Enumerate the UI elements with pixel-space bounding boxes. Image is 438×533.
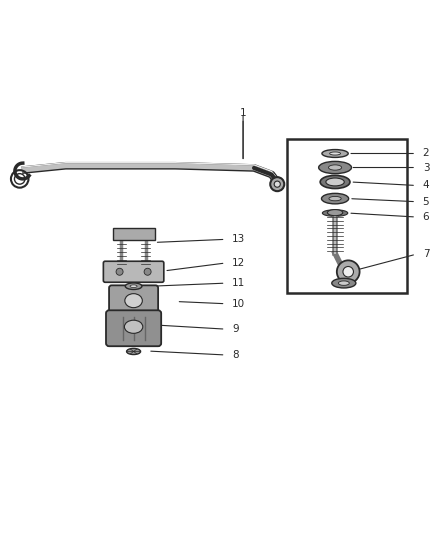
Ellipse shape [322, 150, 348, 157]
Text: 10: 10 [232, 298, 245, 309]
Ellipse shape [320, 175, 350, 189]
Bar [113, 228, 155, 240]
Ellipse shape [127, 349, 141, 354]
Text: 11: 11 [232, 278, 245, 288]
Ellipse shape [332, 278, 356, 288]
Text: 9: 9 [232, 324, 239, 334]
Ellipse shape [125, 294, 142, 308]
Circle shape [274, 181, 280, 187]
FancyBboxPatch shape [109, 285, 158, 316]
FancyBboxPatch shape [106, 310, 161, 346]
Ellipse shape [331, 212, 339, 214]
Text: 7: 7 [423, 249, 429, 259]
Text: 2: 2 [423, 149, 429, 158]
FancyBboxPatch shape [103, 261, 164, 282]
Text: 6: 6 [423, 212, 429, 222]
Circle shape [144, 268, 151, 275]
Ellipse shape [318, 161, 351, 174]
Circle shape [116, 268, 123, 275]
Ellipse shape [322, 210, 348, 216]
Ellipse shape [327, 209, 343, 216]
Ellipse shape [329, 152, 341, 155]
Ellipse shape [321, 193, 349, 204]
Text: 12: 12 [232, 258, 245, 268]
Text: 8: 8 [232, 350, 239, 360]
Text: 5: 5 [423, 197, 429, 207]
Ellipse shape [125, 283, 142, 289]
Ellipse shape [328, 165, 342, 170]
Circle shape [343, 266, 353, 277]
Ellipse shape [338, 281, 350, 285]
Circle shape [270, 177, 284, 191]
Ellipse shape [329, 197, 341, 201]
Text: 1: 1 [240, 108, 247, 118]
Text: 4: 4 [423, 181, 429, 190]
Bar [287, 140, 407, 293]
Text: 3: 3 [423, 163, 429, 173]
Ellipse shape [124, 320, 143, 333]
Ellipse shape [326, 178, 344, 186]
Circle shape [337, 260, 360, 283]
Ellipse shape [130, 285, 137, 287]
Text: 13: 13 [232, 235, 245, 244]
